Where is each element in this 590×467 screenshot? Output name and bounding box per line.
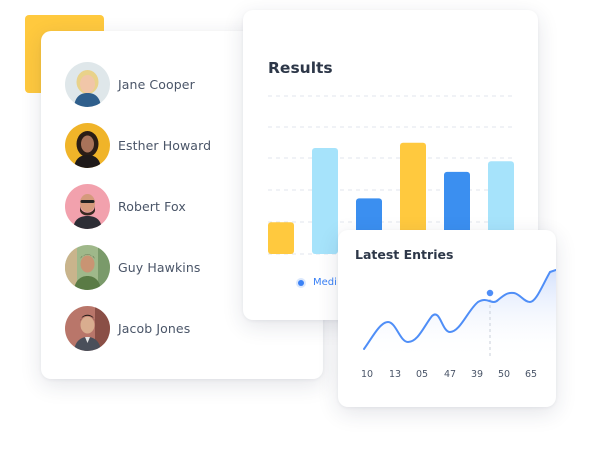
person-row-esther-howard[interactable]: Esther Howard xyxy=(65,122,211,168)
legend-dot-icon xyxy=(298,279,304,286)
person-row-robert-fox[interactable]: Robert Fox xyxy=(65,183,186,229)
person-name: Robert Fox xyxy=(118,198,186,214)
latest-entries-card: Latest Entries 10 13 05 47 39 50 65 xyxy=(338,230,556,407)
x-tick-label: 50 xyxy=(497,369,511,380)
entries-title: Latest Entries xyxy=(355,247,454,262)
robert-fox-avatar xyxy=(65,183,110,229)
person-row-jacob-jones[interactable]: Jacob Jones xyxy=(65,305,190,351)
person-name: Guy Hawkins xyxy=(118,259,201,275)
results-title: Results xyxy=(268,59,333,77)
highlight-point[interactable] xyxy=(485,288,495,298)
bar-2[interactable] xyxy=(312,148,338,254)
guy-hawkins-avatar xyxy=(65,244,110,290)
legend-label: Medi xyxy=(313,277,337,288)
esther-howard-avatar xyxy=(65,122,110,168)
x-tick-label: 65 xyxy=(524,369,538,380)
line-area-fill xyxy=(364,270,556,360)
person-row-jane-cooper[interactable]: Jane Cooper xyxy=(65,61,195,107)
jane-cooper-avatar xyxy=(65,61,110,107)
person-row-guy-hawkins[interactable]: Guy Hawkins xyxy=(65,244,201,290)
entries-line xyxy=(363,269,556,350)
person-name: Jacob Jones xyxy=(118,320,191,336)
legend-item[interactable]: Medi xyxy=(298,277,337,288)
person-name: Esther Howard xyxy=(118,137,212,153)
x-tick-label: 05 xyxy=(415,369,429,380)
jacob-jones-avatar xyxy=(65,305,110,351)
bar-4[interactable] xyxy=(400,142,426,254)
x-tick-label: 13 xyxy=(388,369,402,380)
x-tick-label: 39 xyxy=(470,369,484,380)
latest-entries-line-chart xyxy=(363,269,556,360)
bar-1[interactable] xyxy=(268,222,294,254)
person-name: Jane Cooper xyxy=(118,76,195,92)
x-tick-label: 10 xyxy=(360,369,374,380)
x-tick-label: 47 xyxy=(443,369,457,380)
